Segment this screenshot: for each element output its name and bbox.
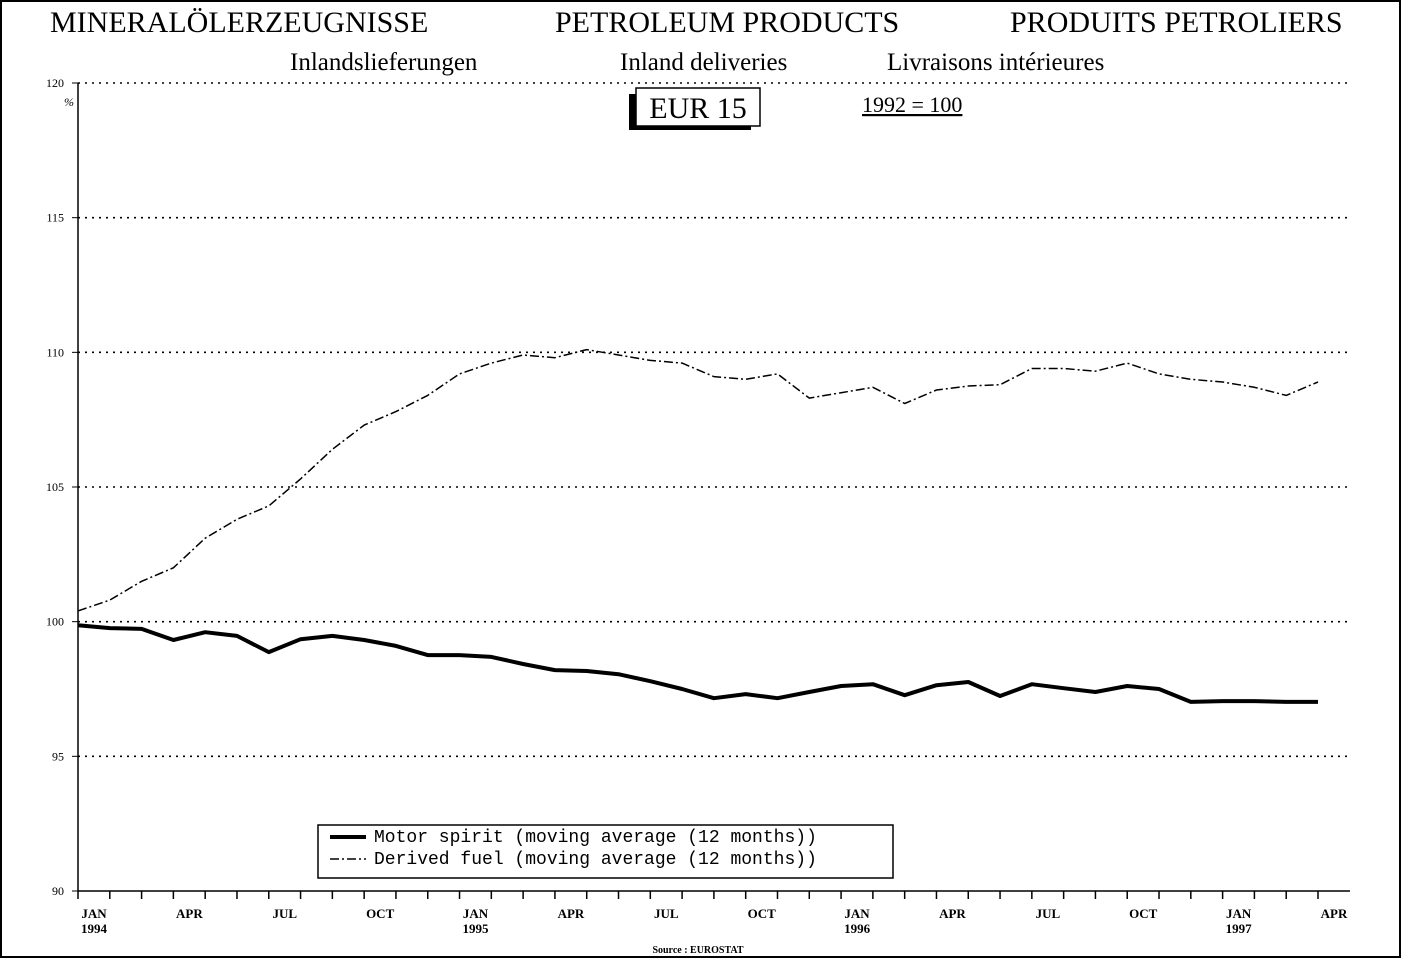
base-note: 1992 = 100 [862, 92, 962, 117]
y-axis-label: % [64, 95, 74, 109]
y-tick-label: 110 [46, 345, 64, 359]
legend-label: Derived fuel (moving average (12 months)… [374, 850, 817, 870]
region-box [635, 87, 761, 127]
x-tick-label: OCT [1129, 906, 1158, 921]
x-tick-label: JUL [272, 906, 297, 921]
y-tick-label: 90 [52, 884, 64, 898]
x-tick-label: JUL [654, 906, 679, 921]
series-line [77, 623, 1318, 704]
x-tick-label: JAN 1996 [844, 906, 871, 936]
title-fr: PRODUITS PETROLIERS [1010, 6, 1343, 39]
subtitle-en: Inland deliveries [620, 49, 787, 76]
subtitle-de: Inlandslieferungen [290, 49, 478, 76]
x-tick-label: JAN 1995 [463, 906, 490, 936]
y-tick-label: 115 [46, 211, 64, 225]
source: Source : EUROSTAT [652, 945, 743, 956]
x-tick-label: JUL [1036, 906, 1061, 921]
x-tick-label: APR [176, 906, 203, 921]
x-tick-label: APR [558, 906, 585, 921]
subtitle-fr: Livraisons intérieures [887, 49, 1104, 76]
legend-box [317, 824, 894, 879]
y-tick-label: 120 [46, 76, 64, 90]
y-tick-label: 105 [46, 480, 64, 494]
x-tick-label: JAN 1997 [1226, 906, 1253, 936]
x-tick-label: APR [1321, 906, 1348, 921]
series-line [77, 348, 1319, 612]
x-tick-label: OCT [366, 906, 395, 921]
x-tick-label: APR [939, 906, 966, 921]
legend-label: Motor spirit (moving average (12 months)… [374, 828, 817, 848]
x-tick-label: OCT [748, 906, 777, 921]
title-en: PETROLEUM PRODUCTS [555, 6, 899, 39]
region: EUR 15 [649, 92, 747, 125]
y-tick-label: 100 [46, 615, 64, 629]
x-tick-label: JAN 1994 [81, 906, 108, 936]
y-tick-label: 95 [52, 749, 64, 763]
title-de: MINERALÖLERZEUGNISSE [50, 6, 428, 39]
